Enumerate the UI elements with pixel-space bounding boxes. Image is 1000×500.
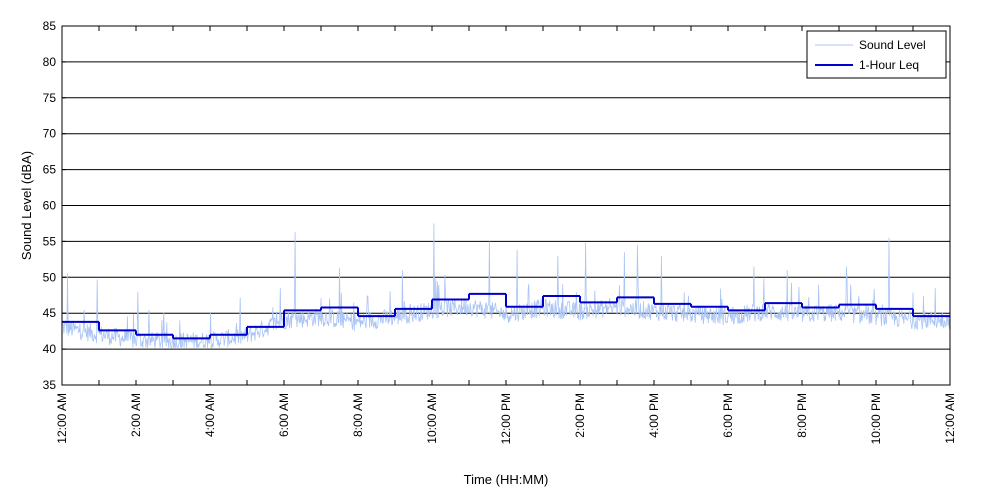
- x-tick-label: 2:00 PM: [573, 393, 587, 438]
- y-tick-label: 50: [43, 270, 57, 284]
- x-tick-label: 12:00 AM: [943, 393, 957, 444]
- y-axis-title: Sound Level (dBA): [19, 151, 34, 260]
- sound-level-line: [61, 223, 951, 349]
- x-tick-label: 12:00 AM: [55, 393, 69, 444]
- x-tick-label: 12:00 PM: [499, 393, 513, 444]
- legend-box: [806, 30, 947, 79]
- x-tick-label: 6:00 AM: [277, 393, 291, 437]
- legend-label-sound-level: Sound Level: [859, 38, 926, 52]
- y-tick-label: 40: [43, 342, 57, 356]
- y-tick-label: 65: [43, 163, 57, 177]
- y-tick-label: 70: [43, 127, 57, 141]
- x-tick-label: 6:00 PM: [721, 393, 735, 438]
- x-tick-label: 10:00 AM: [425, 393, 439, 444]
- y-tick-label: 60: [43, 199, 57, 213]
- y-axis: 35 40 45 50 55 60 65 70 75 80 85: [43, 19, 66, 392]
- y-tick-label: 35: [43, 378, 57, 392]
- grid-lines: [62, 61, 950, 350]
- x-tick-label: 2:00 AM: [129, 393, 143, 437]
- x-axis-title: Time (HH:MM): [464, 472, 549, 487]
- x-tick-label: 4:00 AM: [203, 393, 217, 437]
- x-tick-label: 10:00 PM: [869, 393, 883, 444]
- legend: Sound Level 1-Hour Leq: [806, 30, 947, 79]
- y-tick-label: 85: [43, 19, 57, 33]
- y-tick-label: 80: [43, 55, 57, 69]
- y-tick-label: 75: [43, 91, 57, 105]
- sound-level-series: [61, 223, 951, 349]
- x-tick-label: 4:00 PM: [647, 393, 661, 438]
- leq-series: [62, 292, 950, 340]
- y-tick-label: 55: [43, 234, 57, 248]
- y-tick-label: 45: [43, 306, 57, 320]
- x-axis: 12:00 AM 2:00 AM 4:00 AM 6:00 AM 8:00 AM 10:0…: [55, 26, 957, 444]
- legend-label-leq: 1-Hour Leq: [859, 58, 919, 72]
- x-tick-label: 8:00 PM: [795, 393, 809, 438]
- x-tick-label: 8:00 AM: [351, 393, 365, 437]
